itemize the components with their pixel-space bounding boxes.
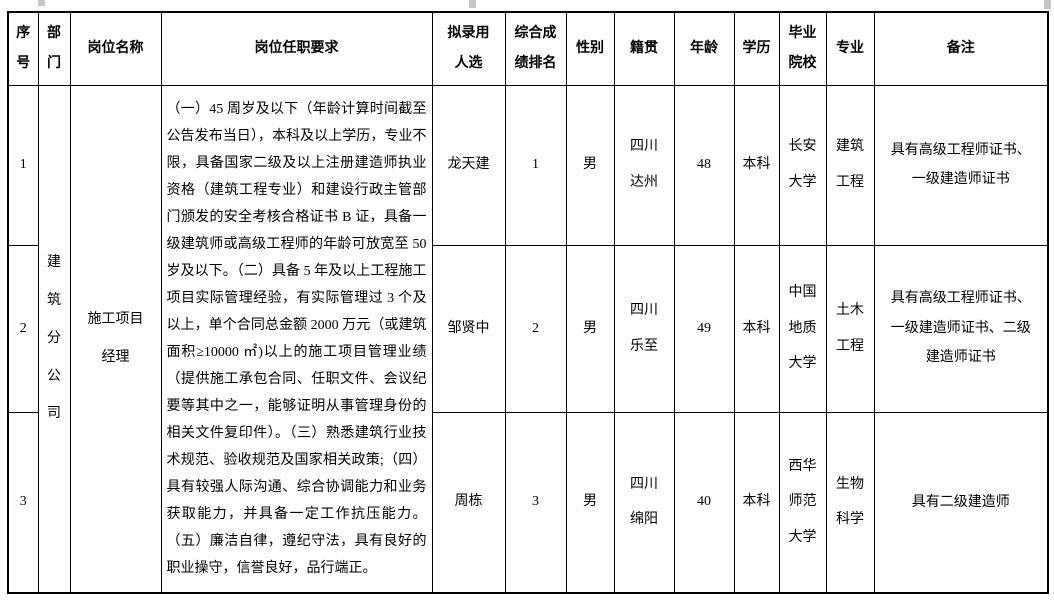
cell-candidate: 邹贤中 <box>431 244 506 413</box>
table-row: 3 周栋 3 男 四川绵阳 40 本科 西华师范大学 生物科学 具有二级建造师 <box>7 411 1049 594</box>
cell-hometown: 四川绵阳 <box>613 411 675 594</box>
col-header-age: 年龄 <box>673 11 735 86</box>
top-edge-artifact <box>38 0 45 6</box>
col-header-major: 专业 <box>825 11 875 86</box>
cell-gender: 男 <box>565 244 615 413</box>
col-header-education: 学历 <box>733 11 780 86</box>
cell-remark: 具有高级工程师证书、 一级建造师证书、二级 建造师证书 <box>873 244 1049 413</box>
col-header-no: 序号 <box>7 11 39 86</box>
cell-requirements: （一）45 周岁及以下（年龄计算时间截至公告发布当日），本科及以上学历，专业不限… <box>160 84 433 594</box>
cell-no: 2 <box>7 244 39 413</box>
cell-department: 建筑分公司 <box>37 84 71 594</box>
table-row: 2 邹贤中 2 男 四川乐至 49 本科 中国地质大学 土木工程 具有高级工程师… <box>7 244 1049 413</box>
cell-education: 本科 <box>733 84 780 246</box>
cell-rank: 1 <box>504 84 567 246</box>
cell-education: 本科 <box>733 244 780 413</box>
cell-age: 49 <box>673 244 735 413</box>
col-header-rank: 综合成绩排名 <box>504 11 567 86</box>
cell-rank: 2 <box>504 244 567 413</box>
header-row: 序号 部门 岗位名称 岗位任职要求 拟录用人选 综合成绩排名 性别 籍贯 年龄 … <box>7 11 1049 86</box>
cell-remark: 具有高级工程师证书、 一级建造师证书 <box>873 84 1049 246</box>
cell-school: 中国地质大学 <box>778 244 827 413</box>
cell-major: 建筑工程 <box>825 84 875 246</box>
cell-position: 施工项目经理 <box>69 84 162 594</box>
col-header-school: 毕业院校 <box>778 11 827 86</box>
cell-major: 土木工程 <box>825 244 875 413</box>
col-header-candidate: 拟录用人选 <box>431 11 506 86</box>
recruitment-table: 序号 部门 岗位名称 岗位任职要求 拟录用人选 综合成绩排名 性别 籍贯 年龄 … <box>7 11 1049 594</box>
cell-school: 西华师范大学 <box>778 411 827 594</box>
table-row: 1 建筑分公司 施工项目经理 （一）45 周岁及以下（年龄计算时间截至公告发布当… <box>7 84 1049 594</box>
cell-hometown: 四川乐至 <box>613 244 675 413</box>
cell-gender: 男 <box>565 411 615 594</box>
col-header-gender: 性别 <box>565 11 615 86</box>
col-header-remark: 备注 <box>873 11 1049 86</box>
cell-candidate: 周栋 <box>431 411 506 594</box>
col-header-requirements: 岗位任职要求 <box>160 11 433 86</box>
cell-school: 长安大学 <box>778 84 827 246</box>
top-edge-artifact <box>469 0 476 8</box>
cell-age: 48 <box>673 84 735 246</box>
cell-hometown: 四川达州 <box>613 84 675 246</box>
cell-gender: 男 <box>565 84 615 246</box>
cell-age: 40 <box>673 411 735 594</box>
cell-major: 生物科学 <box>825 411 875 594</box>
col-header-hometown: 籍贯 <box>613 11 675 86</box>
col-header-department: 部门 <box>37 11 71 86</box>
top-edge-artifact <box>1044 0 1051 9</box>
cell-education: 本科 <box>733 411 780 594</box>
cell-remark: 具有二级建造师 <box>873 411 1049 594</box>
cell-no: 3 <box>7 411 39 594</box>
col-header-position: 岗位名称 <box>69 11 162 86</box>
cell-candidate: 龙天建 <box>431 84 506 246</box>
cell-rank: 3 <box>504 411 567 594</box>
cell-no: 1 <box>7 84 39 246</box>
